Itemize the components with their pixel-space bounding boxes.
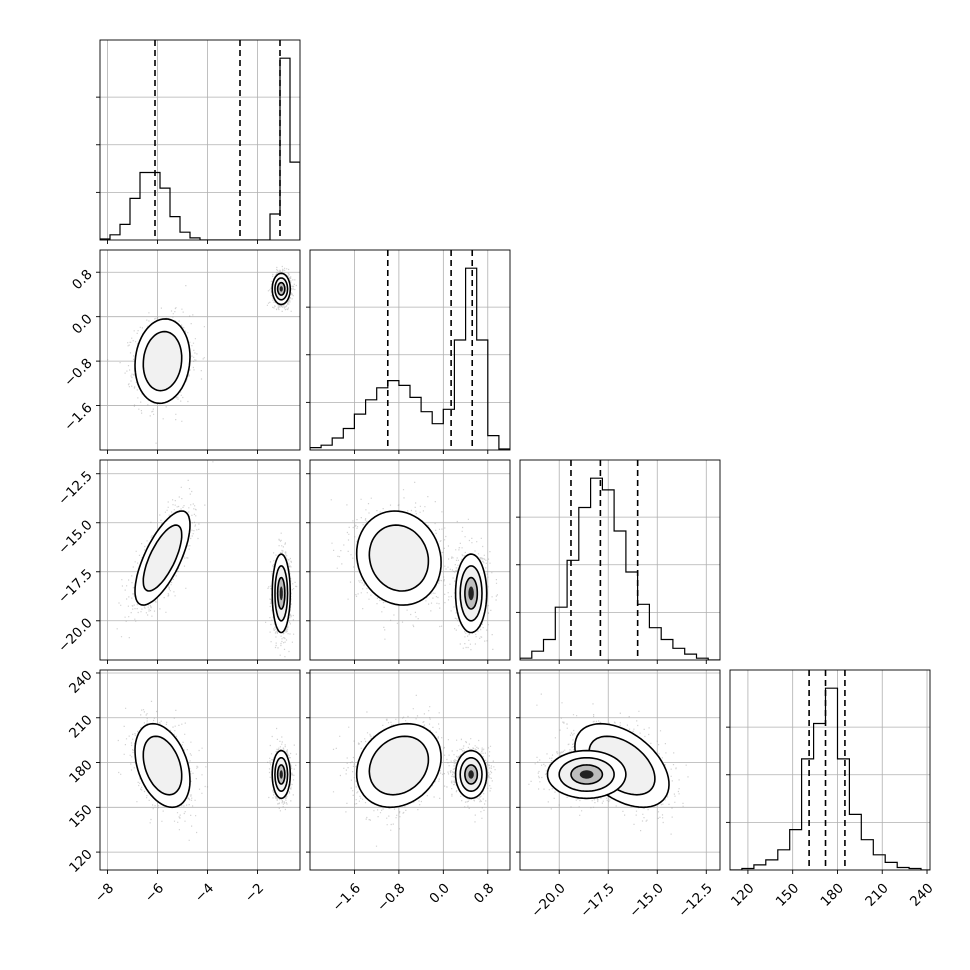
contour-line [368,524,430,592]
contour-line [274,757,289,793]
x-tick-label: −0.8 [374,880,408,914]
density-peak [279,286,283,292]
contour-line [355,510,442,606]
x-tick-label: −4 [192,880,217,905]
axes-frame [99,249,301,451]
density-fill [369,736,429,795]
x-tick-label: 150 [773,880,803,910]
contour-line [454,553,488,634]
contour-line [134,318,191,405]
x-tick-label: −1.6 [330,880,364,914]
contour-line [570,764,604,785]
contour-line [271,749,292,800]
contour-line [368,735,430,796]
panel-3-1: −1.6 −0.8 0.0 0.8 [306,669,511,915]
y-tick-label: 150 [66,802,96,832]
contour-line [142,330,183,392]
histogram-p3 [520,477,720,660]
contour-line [276,764,286,785]
contour-line [134,510,191,606]
histogram-p1 [100,57,300,240]
y-tick-label: −17.5 [55,566,96,607]
axes-frame [729,669,931,871]
panel-2-2 [516,459,721,664]
panel-2-0: −20.0 −17.5 −15.0 −12.5 [55,459,301,664]
density-fill [143,736,182,795]
density-peak [579,770,594,779]
panel-2-1 [306,459,511,664]
x-tick-label: −2 [242,880,267,905]
contour-line [142,524,183,592]
x-tick-label: 0.8 [471,880,498,907]
y-tick-label: −15.0 [55,517,96,558]
x-tick-label: −6 [142,880,167,905]
axes-frame [99,39,301,241]
contour-line [276,281,286,296]
axes-frame [309,459,511,661]
density-peak [279,586,283,601]
x-tick-label: −8 [92,880,117,905]
contour-line [134,722,191,809]
density-fill [369,525,429,591]
contour-line [142,735,183,796]
contour-line [459,565,483,622]
axes-frame [519,669,721,871]
density-fill [143,525,182,591]
contour-line [464,576,479,610]
x-tick-label: 180 [818,880,848,910]
x-tick-label: 240 [907,880,937,910]
axes-frame [99,669,301,871]
contour-line [459,757,483,793]
density-peak [468,586,474,601]
y-tick-label: 240 [66,667,96,697]
contour-line [355,722,442,809]
y-tick-label: −0.8 [61,355,95,389]
y-tick-label: −20.0 [55,615,96,656]
contour-line [558,757,615,793]
contour-line [274,277,289,301]
histogram-p2 [310,267,510,450]
y-tick-label: 210 [66,712,96,742]
density-peak [279,770,283,779]
contour-line [271,272,292,306]
y-tick-label: 180 [66,757,96,787]
y-tick-label: 120 [66,846,96,876]
y-tick-label: 0.0 [69,311,96,338]
y-tick-label: 0.8 [69,267,96,294]
axes-frame [99,459,301,661]
panel-1-1 [306,249,511,454]
contour-line [454,749,488,800]
panel-3-2: −20.0 −17.5 −15.0 −12.5 [516,669,721,921]
x-tick-label: −12.5 [675,880,716,921]
axes-frame [519,459,721,661]
axes-frame [309,249,511,451]
x-tick-label: 0.0 [426,880,453,907]
panel-3-3: 120 150 180 210 240 [726,669,937,910]
x-tick-label: 120 [728,880,758,910]
panel-1-0: −1.6 −0.8 0.0 0.8 [61,249,301,454]
contour-line [546,749,627,800]
contour-line [276,576,286,610]
y-tick-label: −1.6 [61,400,95,434]
panel-0-0 [96,39,301,244]
histogram-p4 [730,687,930,870]
y-tick-label: −12.5 [55,468,96,509]
contour-line [271,553,292,634]
density-peak [468,770,474,779]
x-tick-label: −15.0 [626,880,667,921]
x-tick-label: 210 [862,880,892,910]
contour-line [464,764,479,785]
density-fill [143,331,182,391]
axes-frame [309,669,511,871]
x-tick-label: −20.0 [528,880,569,921]
x-tick-label: −17.5 [577,880,618,921]
panel-3-0: 120 150 180 210 240 −8 −6 −4 −2 [66,667,301,906]
contour-line [274,565,289,622]
